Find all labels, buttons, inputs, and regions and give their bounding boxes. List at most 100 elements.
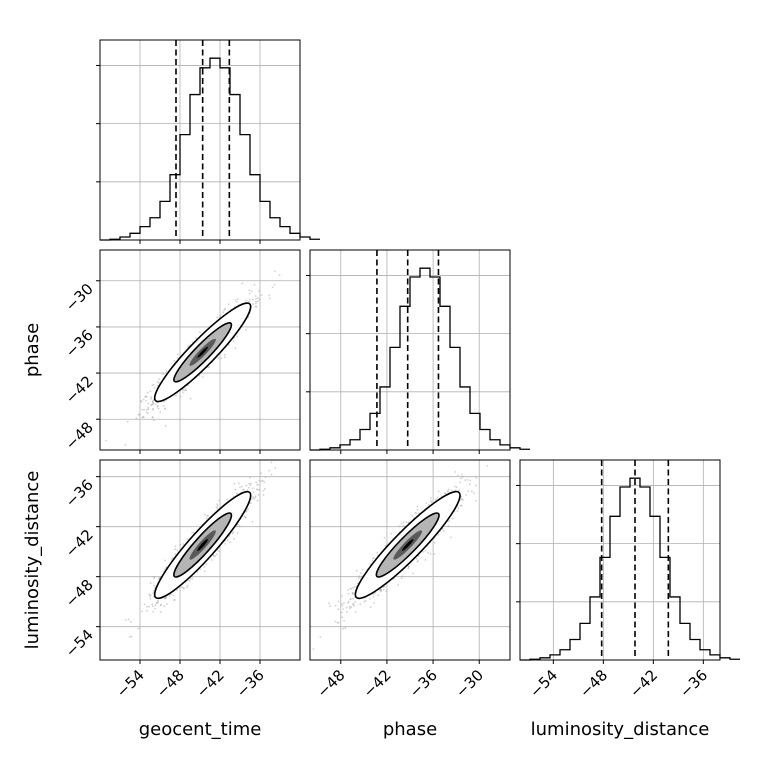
sample-point [454, 485, 456, 488]
sample-point [249, 476, 252, 479]
sample-point [382, 588, 385, 591]
panel-frame-hist-phase [309, 249, 511, 451]
sample-point [152, 407, 155, 410]
sample-point [359, 603, 362, 606]
sample-point [127, 618, 130, 621]
sample-point [264, 487, 266, 490]
sample-point [397, 584, 400, 586]
sample-point [353, 586, 356, 588]
sample-point [151, 603, 154, 606]
xtick-label-phase-0: −48 [313, 666, 348, 701]
sample-point [251, 520, 254, 523]
sample-point [474, 484, 477, 487]
sample-point [215, 506, 218, 509]
sample-point [380, 589, 382, 592]
sample-point [157, 381, 160, 384]
sample-point [206, 514, 209, 517]
sample-point [447, 525, 450, 527]
sample-point [424, 550, 427, 552]
sample-point [428, 503, 430, 506]
sample-point [243, 515, 246, 518]
sample-point [248, 292, 251, 295]
sample-point [236, 335, 239, 338]
grid-layer [100, 40, 720, 660]
sample-point [154, 604, 157, 606]
sample-point [358, 575, 360, 578]
sample-point [164, 408, 167, 410]
sample-point [258, 489, 260, 491]
sample-point [430, 497, 432, 499]
sample-point [257, 297, 260, 299]
sample-point [262, 489, 265, 492]
sample-point [260, 472, 262, 475]
sample-point [223, 309, 226, 311]
sample-point [173, 599, 176, 601]
sample-point [162, 404, 165, 407]
sample-point [249, 298, 251, 301]
sample-point [245, 484, 248, 487]
sample-point [182, 543, 185, 546]
sample-point [349, 607, 351, 610]
sample-point [179, 543, 182, 546]
sample-point [343, 602, 345, 604]
sample-point [216, 553, 218, 556]
sample-point [130, 635, 133, 638]
sample-point [176, 356, 179, 359]
sample-point [176, 549, 179, 552]
sample-point [145, 409, 148, 411]
sample-point [252, 298, 254, 301]
sample-point [371, 559, 374, 562]
sample-point [218, 499, 221, 502]
sample-point [461, 473, 463, 476]
sample-point [402, 521, 405, 524]
histogram-step-phase [310, 267, 530, 451]
sample-point [182, 391, 184, 394]
sample-point [451, 517, 454, 520]
sample-point [151, 408, 154, 411]
sample-point [145, 605, 148, 608]
sample-point [344, 627, 347, 630]
sample-point [164, 559, 167, 562]
sample-point [232, 531, 235, 533]
sample-point [137, 627, 140, 630]
sample-point [229, 541, 232, 543]
sample-point [153, 386, 156, 389]
sample-point [141, 408, 144, 411]
panel-frame-hist-geocent-time [99, 39, 301, 241]
sample-point [347, 589, 349, 591]
sample-point [199, 568, 202, 571]
sample-point [241, 282, 244, 285]
lines-layer [100, 40, 740, 661]
x-axis-label-phase: phase [383, 719, 437, 740]
x-axis-label-geocent-time: geocent_time [139, 719, 262, 740]
sample-point [191, 577, 194, 580]
sample-point [144, 400, 147, 402]
sample-point [461, 497, 463, 500]
sample-point [289, 433, 291, 435]
sample-point [450, 489, 453, 492]
ytick-label-luminosity-distance-0: −54 [62, 626, 97, 661]
ytick-label-phase-0: −48 [62, 418, 97, 453]
sample-point [371, 557, 374, 560]
sample-point [191, 531, 194, 534]
xtick-label-phase-3: −30 [452, 666, 487, 701]
sample-point [475, 476, 478, 479]
y-axis-label-luminosity-distance: luminosity_distance [22, 471, 43, 650]
sample-point [328, 602, 330, 605]
sample-point [216, 503, 219, 505]
sample-point [189, 577, 192, 580]
sample-point [354, 611, 357, 613]
sample-point [179, 395, 182, 398]
sample-point [457, 507, 460, 510]
sample-point [384, 545, 387, 547]
sample-point [460, 499, 462, 501]
sample-point [149, 595, 152, 598]
sample-point [152, 611, 155, 613]
text-layer: −54 −48 −42 −36 −48 −42 −36 −30 −54 −48 −42 −36−48−… [62, 280, 711, 701]
sample-point [188, 580, 191, 582]
sample-point [159, 604, 162, 607]
sample-point [346, 611, 348, 613]
sample-point [347, 600, 350, 603]
sample-point [259, 298, 261, 301]
sample-point [417, 555, 420, 557]
